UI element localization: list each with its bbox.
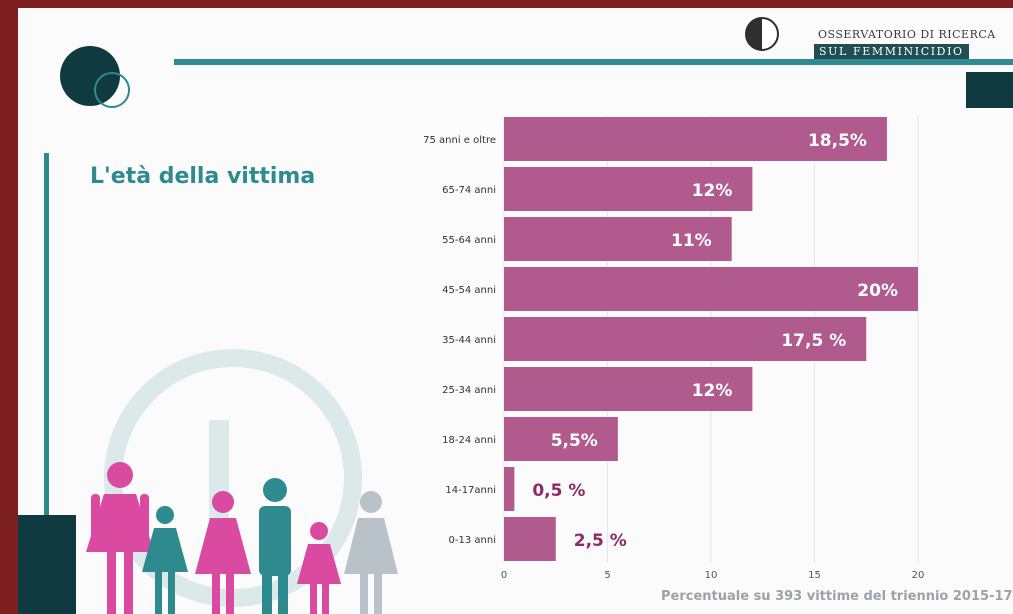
x-tick-label: 0 <box>501 570 507 581</box>
deco-circle-filled <box>60 46 120 106</box>
slide: OSSERVATORIO DI RICERCA SUL FEMMINICIDIO… <box>18 8 1013 614</box>
category-label: 75 anni e oltre <box>423 135 496 146</box>
vertical-rule <box>44 153 49 614</box>
x-tick-label: 10 <box>705 570 718 581</box>
logo-line-1: OSSERVATORIO DI RICERCA <box>818 28 996 41</box>
data-label: 2,5 % <box>574 531 627 551</box>
category-label: 25-34 anni <box>442 385 496 396</box>
x-tick-label: 20 <box>912 570 925 581</box>
category-label: 65-74 anni <box>442 185 496 196</box>
data-label: 20% <box>857 281 898 301</box>
bar <box>504 217 732 261</box>
x-tick-label: 15 <box>808 570 821 581</box>
bar <box>504 317 867 361</box>
category-label: 45-54 anni <box>442 285 496 296</box>
data-label: 0,5 % <box>532 481 585 501</box>
chart-footnote: Percentuale su 393 vittime del triennio … <box>661 589 1013 604</box>
bar <box>504 467 515 511</box>
girl-figure-pink-icon <box>297 522 341 614</box>
bar <box>504 117 887 161</box>
category-label: 18-24 anni <box>442 435 496 446</box>
x-tick-label: 5 <box>604 570 610 581</box>
deco-circle-outline <box>94 72 130 108</box>
man-figure-teal-icon <box>259 478 291 614</box>
data-label: 5,5% <box>551 431 598 451</box>
category-label: 55-64 anni <box>442 235 496 246</box>
data-label: 18,5% <box>808 131 867 151</box>
data-label: 11% <box>671 231 712 251</box>
logo: OSSERVATORIO DI RICERCA SUL FEMMINICIDIO <box>763 22 1003 64</box>
bar <box>504 167 753 211</box>
woman-figure-2-icon <box>195 491 251 614</box>
data-label: 17,5 % <box>781 331 846 351</box>
logo-mark-icon <box>745 17 779 51</box>
woman-figure-icon <box>86 462 154 614</box>
corner-block <box>966 72 1013 108</box>
logo-line-2: SUL FEMMINICIDIO <box>814 44 969 59</box>
decoration-layer <box>18 17 1013 614</box>
bar <box>504 367 753 411</box>
bottom-left-block <box>18 515 76 614</box>
header-rule <box>174 59 1013 65</box>
family-figures-icon <box>86 462 398 614</box>
bar <box>504 517 556 561</box>
bar <box>504 267 918 311</box>
bar-chart: 0 5 10 15 20 75 anni e oltre 18,5% 65-74 anni 12… <box>423 115 925 581</box>
category-label: 14-17anni <box>445 485 496 496</box>
category-label: 0-13 anni <box>449 535 496 546</box>
bar <box>504 417 618 461</box>
girl-figure-teal-icon <box>142 506 188 614</box>
data-label: 12% <box>692 181 733 201</box>
category-label: 35-44 anni <box>442 335 496 346</box>
elder-figure-grey-icon <box>344 491 398 614</box>
data-label: 12% <box>692 381 733 401</box>
chart-title: L'età della vittima <box>90 164 316 189</box>
